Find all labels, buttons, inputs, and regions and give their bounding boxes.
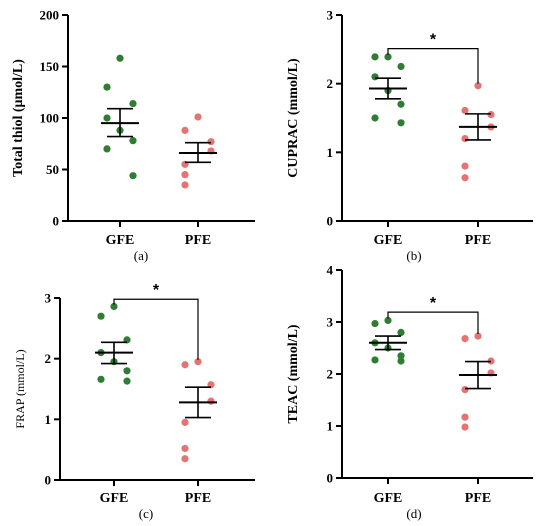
data-point-gfe: [103, 114, 111, 122]
data-point-pfe: [194, 358, 202, 366]
data-point-gfe: [129, 99, 137, 108]
panel-label: (b): [406, 248, 421, 263]
data-point-gfe: [371, 73, 379, 81]
data-point-gfe: [110, 302, 118, 311]
panel-label: (d): [406, 506, 421, 521]
y-tick-label: 2: [327, 76, 334, 91]
data-point-gfe: [397, 328, 405, 336]
y-tick-label: 1: [327, 145, 334, 160]
data-point-gfe: [384, 316, 392, 325]
data-point-gfe: [397, 119, 405, 127]
data-point-gfe: [103, 83, 111, 91]
significance-bracket: [113, 298, 199, 360]
y-tick-label: 3: [327, 8, 334, 23]
y-tick-label: 3: [45, 291, 52, 306]
significance-marker: *: [153, 282, 160, 299]
data-point-gfe: [123, 377, 131, 385]
chart-panel-3: 0 1 2 3 GFE PFE FRAP (mmol/L) (c) *: [13, 282, 255, 521]
y-tick-label: 1: [45, 412, 52, 427]
y-tick-label: 0: [45, 473, 52, 488]
y-tick-label: 0: [327, 214, 334, 229]
significance-marker: *: [430, 32, 437, 49]
x-tick-label: GFE: [374, 233, 403, 248]
data-point-pfe: [194, 113, 202, 121]
data-point-pfe: [461, 135, 469, 143]
x-tick-label: PFE: [465, 233, 491, 248]
data-point-pfe: [181, 455, 189, 463]
y-tick-label: 2: [45, 351, 52, 366]
data-point-pfe: [181, 181, 189, 189]
x-tick-label: PFE: [465, 491, 491, 506]
data-point-gfe: [97, 375, 105, 383]
data-point-pfe: [461, 106, 469, 115]
x-tick-label: PFE: [185, 233, 211, 248]
x-tick-label: GFE: [100, 491, 129, 506]
data-point-gfe: [129, 137, 137, 145]
y-axis-title: Total thiol (μmol/L): [11, 59, 26, 177]
y-tick-label: 2: [327, 367, 334, 382]
data-point-gfe: [123, 367, 131, 375]
x-tick-label: GFE: [106, 233, 135, 248]
y-tick-label: 100: [40, 111, 60, 126]
data-point-gfe: [97, 312, 105, 320]
data-point-gfe: [384, 53, 392, 61]
chart-panel-4: 0 1 2 3 4 GFE PFE TEAC (mmol/L) (d) *: [286, 263, 533, 521]
data-point-pfe: [181, 171, 189, 179]
x-tick-label: PFE: [185, 491, 211, 506]
data-point-pfe: [461, 413, 469, 421]
data-point-gfe: [103, 145, 111, 153]
chart-panel-1: 0 50 100 150 200 GFE PFE Total thiol (μmol/L) (a…: [11, 8, 255, 263]
y-tick-label: 200: [40, 8, 60, 23]
y-tick-label: 3: [327, 315, 334, 330]
data-point-pfe: [461, 423, 469, 431]
data-point-gfe: [397, 357, 405, 365]
panel-label: (c): [139, 506, 153, 521]
panel-label: (a): [134, 248, 148, 263]
data-point-pfe: [474, 82, 482, 90]
data-point-pfe: [181, 418, 189, 426]
data-point-gfe: [397, 100, 405, 108]
y-tick-label: 150: [40, 59, 60, 74]
y-tick-label: 0: [327, 471, 334, 486]
y-tick-label: 0: [53, 214, 60, 229]
y-tick-label: 1: [327, 419, 334, 434]
data-point-gfe: [129, 172, 137, 180]
data-point-pfe: [461, 386, 469, 394]
data-point-gfe: [371, 356, 379, 364]
data-point-pfe: [207, 397, 215, 405]
data-point-gfe: [371, 53, 379, 61]
data-point-gfe: [116, 54, 124, 62]
data-point-pfe: [461, 162, 469, 170]
significance-bracket: [387, 311, 479, 334]
chart-panel-2: 0 1 2 3 GFE PFE CUPRAC (mmol/L) (b) *: [286, 8, 533, 263]
data-point-gfe: [371, 114, 379, 122]
data-point-pfe: [181, 361, 189, 369]
data-point-pfe: [181, 444, 189, 453]
y-tick-label: 4: [327, 263, 334, 278]
data-point-pfe: [181, 126, 189, 134]
y-axis-title: TEAC (mmol/L): [286, 324, 301, 424]
data-point-gfe: [397, 62, 405, 71]
data-point-pfe: [207, 138, 215, 146]
significance-marker: *: [430, 295, 437, 312]
y-axis-title: CUPRAC (mmol/L): [286, 58, 301, 178]
x-tick-label: GFE: [374, 491, 403, 506]
data-point-pfe: [474, 332, 482, 340]
data-point-gfe: [397, 352, 405, 360]
data-point-pfe: [461, 335, 469, 343]
y-tick-label: 50: [46, 162, 59, 177]
data-point-gfe: [371, 319, 379, 328]
data-point-pfe: [461, 174, 469, 182]
y-axis-title: FRAP (mmol/L): [13, 349, 27, 428]
significance-bracket: [387, 48, 479, 84]
